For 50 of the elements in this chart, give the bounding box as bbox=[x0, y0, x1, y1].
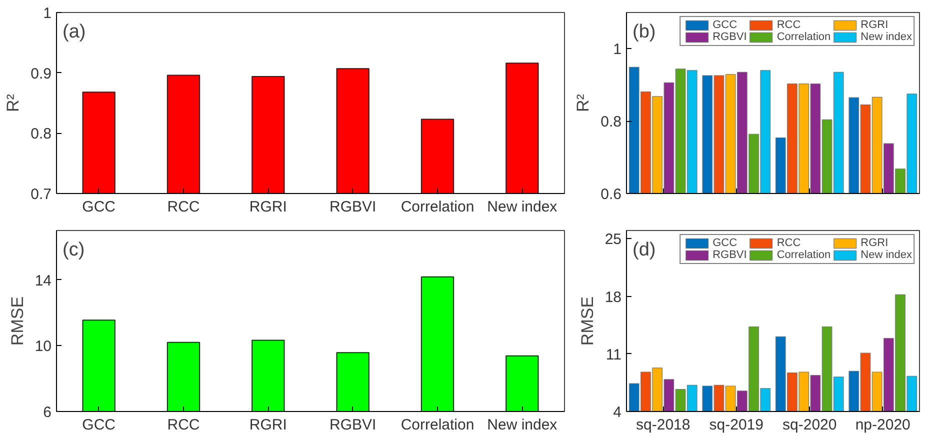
y-axis-title: R² bbox=[574, 94, 593, 112]
legend-label: RGBVI bbox=[712, 31, 747, 43]
y-tick-label: 1 bbox=[43, 5, 52, 22]
y-tick-label: 0.9 bbox=[30, 65, 52, 82]
legend-label: RGRI bbox=[860, 19, 888, 31]
legend-label: New index bbox=[860, 31, 912, 43]
legend-label: GCC bbox=[712, 19, 738, 31]
x-tick-label: GCC bbox=[82, 416, 116, 434]
annotation: (c) bbox=[62, 240, 85, 260]
y-tick-label: 0.6 bbox=[600, 186, 622, 203]
legend-label: Correlation bbox=[776, 31, 831, 43]
legend-label: RGBVI bbox=[712, 249, 747, 261]
annotation: (a) bbox=[62, 22, 86, 42]
x-tick-label: sq-2018 bbox=[636, 416, 690, 434]
x-tick-label: RGBVI bbox=[329, 198, 376, 216]
legend-label: Correlation bbox=[776, 249, 831, 261]
x-tick-label: New index bbox=[487, 198, 558, 216]
y-tick-label: 11 bbox=[606, 346, 622, 364]
x-tick-label: RCC bbox=[167, 198, 200, 216]
y-tick-label: 10 bbox=[34, 338, 52, 356]
annotation: (d) bbox=[632, 240, 656, 260]
legend-label: GCC bbox=[712, 237, 738, 249]
legend-label: RCC bbox=[776, 19, 801, 31]
y-tick-label: 25 bbox=[604, 231, 622, 248]
x-tick-label: Correlation bbox=[400, 416, 474, 434]
x-tick-label: np-2020 bbox=[855, 416, 910, 434]
y-tick-label: 0.8 bbox=[600, 114, 622, 131]
y-tick-label: 4 bbox=[613, 404, 622, 421]
x-tick-label: RCC bbox=[167, 416, 200, 434]
legend-label: RCC bbox=[776, 237, 801, 249]
x-tick-label: RGRI bbox=[249, 198, 287, 216]
y-axis-title: R² bbox=[4, 94, 23, 112]
y-tick-label: 0.8 bbox=[30, 126, 52, 143]
y-tick-label: 14 bbox=[34, 272, 52, 290]
x-tick-label: sq-2019 bbox=[709, 416, 764, 434]
y-axis-title: RMSE bbox=[8, 296, 27, 346]
y-tick-label: 6 bbox=[43, 404, 52, 421]
annotation: (b) bbox=[632, 22, 656, 42]
x-tick-label: GCC bbox=[82, 198, 116, 216]
x-tick-label: New index bbox=[487, 416, 558, 434]
x-tick-label: RGRI bbox=[249, 416, 287, 434]
x-tick-label: sq-2020 bbox=[782, 416, 837, 434]
x-tick-label: Correlation bbox=[400, 198, 474, 216]
y-tick-label: 18 bbox=[604, 288, 622, 306]
y-tick-label: 0.7 bbox=[30, 186, 52, 203]
y-axis-title: RMSE bbox=[578, 296, 597, 346]
legend-label: RGRI bbox=[860, 237, 888, 249]
legend-label: New index bbox=[860, 249, 912, 261]
y-tick-label: 1 bbox=[613, 41, 622, 58]
x-tick-label: RGBVI bbox=[329, 416, 376, 434]
